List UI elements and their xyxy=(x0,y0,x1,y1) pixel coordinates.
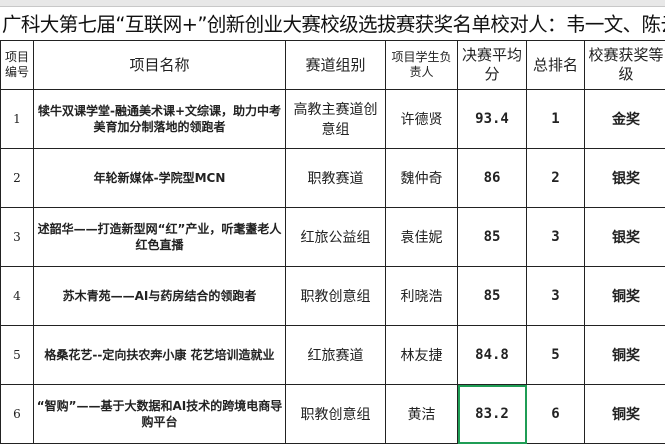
cell-leader[interactable]: 利晓浩 xyxy=(386,267,458,326)
cell-rank[interactable]: 3 xyxy=(527,267,585,326)
cell-track[interactable]: 职教创意组 xyxy=(286,267,386,326)
cell-leader[interactable]: 许德贤 xyxy=(386,90,458,149)
header-score[interactable]: 决赛平均分 xyxy=(458,41,527,90)
cell-name[interactable]: 苏木青苑——AI与药房结合的领跑者 xyxy=(34,267,286,326)
cell-rank[interactable]: 1 xyxy=(527,90,585,149)
cell-rank[interactable]: 3 xyxy=(527,208,585,267)
cell-name[interactable]: 述韶华——打造新型网“红”产业，听耄耋老人红色直播 xyxy=(34,208,286,267)
header-name[interactable]: 项目名称 xyxy=(34,41,286,90)
cell-award[interactable]: 银奖 xyxy=(585,208,665,267)
cell-award[interactable]: 银奖 xyxy=(585,149,665,208)
cell-id[interactable]: 6 xyxy=(1,385,34,444)
awards-table: 项目编号 项目名称 赛道组别 项目学生负责人 决赛平均分 总排名 校赛获奖等级 … xyxy=(0,40,665,444)
header-id[interactable]: 项目编号 xyxy=(1,41,34,90)
cell-name[interactable]: 格桑花艺--定向扶农奔小康 花艺培训造就业 xyxy=(34,326,286,385)
cell-leader[interactable]: 林友捷 xyxy=(386,326,458,385)
cell-score[interactable]: 93.4 xyxy=(458,90,527,149)
header-award[interactable]: 校赛获奖等级 xyxy=(585,41,665,90)
cell-award[interactable]: 铜奖 xyxy=(585,385,665,444)
cell-id[interactable]: 3 xyxy=(1,208,34,267)
cell-award[interactable]: 金奖 xyxy=(585,90,665,149)
cell-id[interactable]: 4 xyxy=(1,267,34,326)
header-row: 项目编号 项目名称 赛道组别 项目学生负责人 决赛平均分 总排名 校赛获奖等级 xyxy=(1,41,665,90)
cell-score[interactable]: 85 xyxy=(458,267,527,326)
cell-leader[interactable]: 黄洁 xyxy=(386,385,458,444)
cell-id[interactable]: 5 xyxy=(1,326,34,385)
cell-track[interactable]: 高教主赛道创意组 xyxy=(286,90,386,149)
cell-track[interactable]: 红旅赛道 xyxy=(286,326,386,385)
cell-score[interactable]: 85 xyxy=(458,208,527,267)
header-track[interactable]: 赛道组别 xyxy=(286,41,386,90)
cell-track[interactable]: 职教赛道 xyxy=(286,149,386,208)
cell-score[interactable]: 86 xyxy=(458,149,527,208)
header-rank[interactable]: 总排名 xyxy=(527,41,585,90)
cell-award[interactable]: 铜奖 xyxy=(585,326,665,385)
cell-id[interactable]: 2 xyxy=(1,149,34,208)
cell-track[interactable]: 职教创意组 xyxy=(286,385,386,444)
header-leader[interactable]: 项目学生负责人 xyxy=(386,41,458,90)
cell-leader[interactable]: 袁佳妮 xyxy=(386,208,458,267)
cell-name[interactable]: 年轮新媒体-学院型MCN xyxy=(34,149,286,208)
cell-name[interactable]: “智购”——基于大数据和AI技术的跨境电商导购平台 xyxy=(34,385,286,444)
cell-rank[interactable]: 2 xyxy=(527,149,585,208)
cell-rank[interactable]: 5 xyxy=(527,326,585,385)
cell-rank[interactable]: 6 xyxy=(527,385,585,444)
cell-id[interactable]: 1 xyxy=(1,90,34,149)
cell-award[interactable]: 铜奖 xyxy=(585,267,665,326)
cell-leader[interactable]: 魏仲奇 xyxy=(386,149,458,208)
sheet-title: 广科大第七届“互联网+”创新创业大赛校级选拔赛获奖名单校对人：韦一文、陈云鹏 xyxy=(2,10,665,40)
cell-track[interactable]: 红旅公益组 xyxy=(286,208,386,267)
cell-score[interactable]: 83.2 xyxy=(458,385,527,444)
spreadsheet-top-strip xyxy=(0,0,665,7)
cell-name[interactable]: 犊牛双课学堂-融通美术课+文综课，助力中考美育加分制落地的领跑者 xyxy=(34,90,286,149)
cell-score[interactable]: 84.8 xyxy=(458,326,527,385)
